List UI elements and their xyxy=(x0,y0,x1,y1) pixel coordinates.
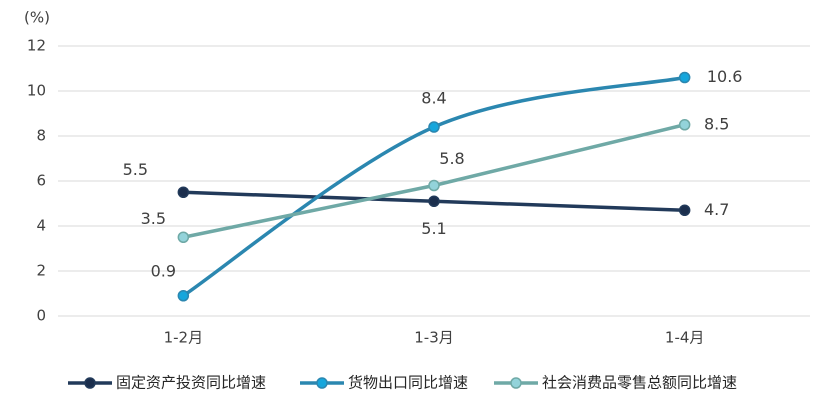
y-tick-label: 6 xyxy=(36,172,46,190)
point xyxy=(177,290,190,302)
y-tick-label: 0 xyxy=(36,307,46,325)
legend-label: 固定资产投资同比增速 xyxy=(116,374,266,392)
point xyxy=(428,195,440,207)
point xyxy=(678,204,691,216)
x-tick-label: 1-2月 xyxy=(164,329,204,347)
legend-marker xyxy=(84,377,96,389)
y-tick-label: 12 xyxy=(27,37,46,55)
x-tick-label: 1-3月 xyxy=(414,329,454,347)
point xyxy=(678,119,691,131)
y-tick-label: 4 xyxy=(36,217,46,235)
data-label: 5.1 xyxy=(421,219,446,238)
data-label: 10.6 xyxy=(707,67,743,86)
legend-label: 社会消费品零售总额同比增速 xyxy=(542,374,737,392)
y-tick-label: 10 xyxy=(27,82,46,100)
x-tick-label: 1-4月 xyxy=(665,329,705,347)
y-tick-label: 2 xyxy=(36,262,46,280)
data-label: 8.5 xyxy=(704,114,729,133)
data-label: 4.7 xyxy=(704,200,729,219)
point xyxy=(177,186,190,198)
data-label: 3.5 xyxy=(141,209,166,228)
data-label: 5.5 xyxy=(123,160,148,179)
legend-label: 货物出口同比增速 xyxy=(348,374,468,392)
point xyxy=(678,71,691,84)
legend-marker xyxy=(510,377,522,389)
point xyxy=(428,179,440,192)
y-tick-label: 8 xyxy=(36,127,46,145)
legend-marker xyxy=(316,377,328,389)
data-label: 5.8 xyxy=(439,149,464,168)
point xyxy=(428,121,440,133)
point xyxy=(177,231,190,243)
y-axis-label: (%) xyxy=(24,9,50,27)
data-label: 0.9 xyxy=(151,261,176,280)
data-label: 8.4 xyxy=(421,89,446,108)
